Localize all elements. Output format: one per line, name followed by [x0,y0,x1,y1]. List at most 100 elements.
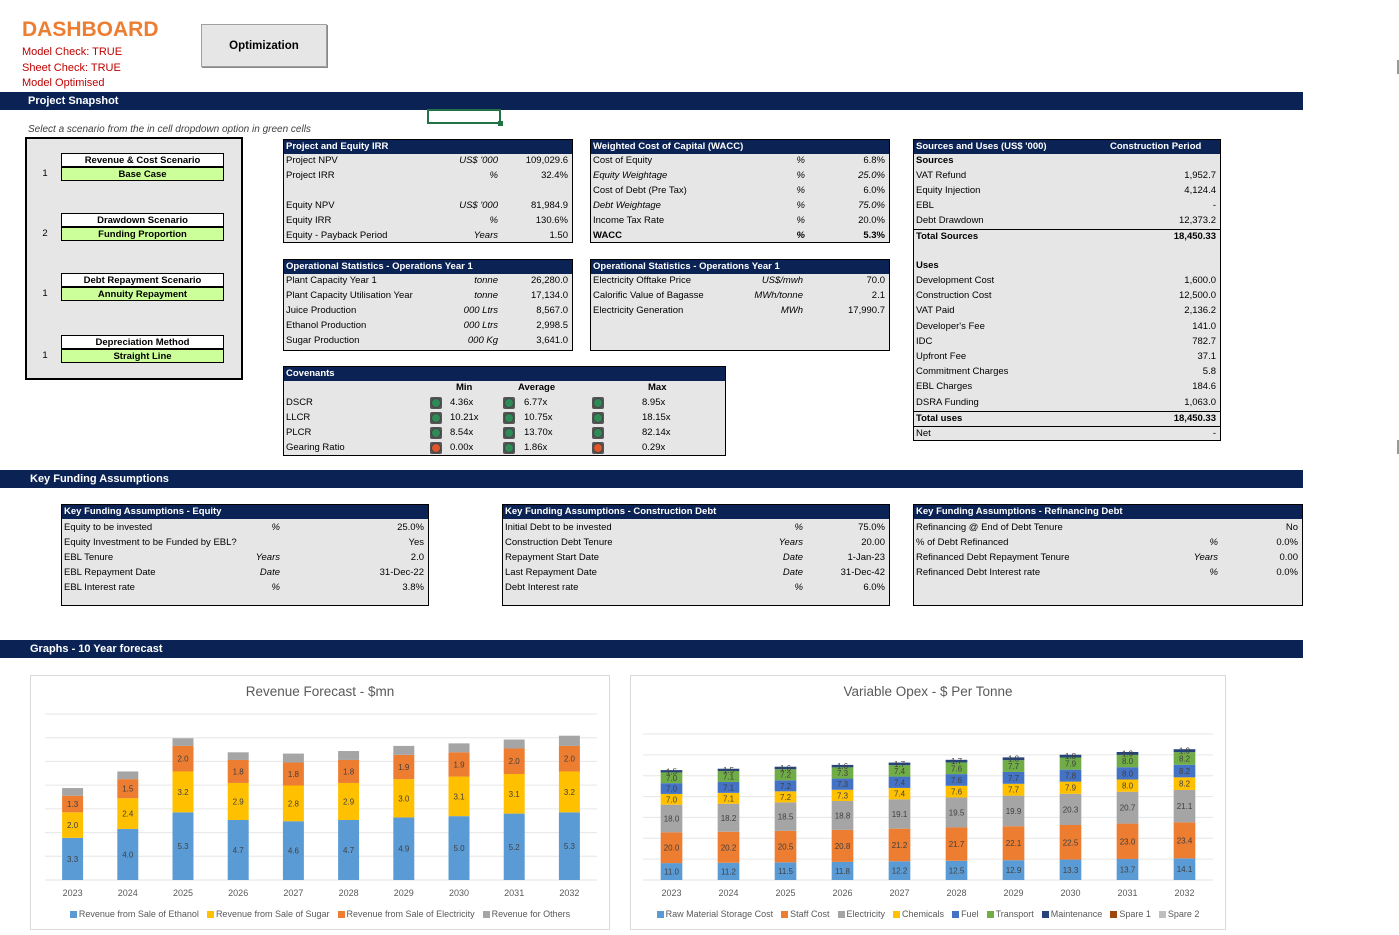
row-value: 32.4% [541,170,568,181]
bar-data-label: 3.1 [453,792,465,801]
bar-data-label: 8.0 [1122,782,1134,791]
row-label: Cost of Debt (Pre Tax) [593,185,687,196]
bar-segment [1002,760,1025,772]
legend-item: Fuel [952,909,979,919]
bar-data-label: 11.0 [664,868,680,877]
row-value: 141.0 [1192,320,1216,332]
scenario-hint: Select a scenario from the in cell dropd… [28,124,311,135]
x-tick-label: 2030 [449,888,469,898]
status-lamp-frame [430,397,442,409]
optimization-button[interactable]: Optimization [201,24,327,67]
covenant-avg: 13.70x [524,427,553,438]
status-lamp-frame [430,427,442,439]
bar-data-label: 23.0 [1120,837,1136,846]
row-value: 2,998.5 [536,320,568,331]
bar-data-label: 11.2 [721,867,737,876]
green-status-icon [431,398,441,408]
table-row: Plant Capacity Utilisation Year tonne 17,1… [284,289,572,303]
bar-data-label: 7.3 [837,769,849,778]
status-lamp-frame [592,412,604,424]
red-status-icon [431,443,441,453]
bar-segment [831,801,854,830]
sources-uses-panel: Sources and Uses (US$ '000) Construction… [913,139,1221,441]
bar-segment [1173,752,1196,765]
row-value: 31-Dec-42 [840,567,885,578]
row-label: Refinanced Debt Interest rate [916,567,1041,578]
bar-segment [1173,822,1196,859]
table-row: Juice Production 000 Ltrs 8,567.0 [284,304,572,318]
x-tick-label: 2027 [889,888,909,898]
table-row: Construction Debt Tenure Years 20.00 [503,536,889,550]
row-value: 17,134.0 [531,290,568,301]
bar-data-label: 8.2 [1179,780,1191,789]
legend-item: Chemicals [893,909,944,919]
green-status-icon [593,413,603,423]
row-unit: % [796,155,805,166]
row-label: Plant Capacity Utilisation Year [286,290,413,301]
x-tick-label: 2028 [339,888,359,898]
bar-data-label: 7.6 [951,788,963,797]
row-value: 2.0 [410,552,424,563]
legend-swatch [482,911,490,918]
bar-data-label: 3.1 [509,790,521,799]
table-row: VAT Refund 1,952.7 [914,169,1220,183]
legend-swatch [206,911,214,918]
col-average: Average [518,382,556,393]
row-label: EBL Charges [916,381,973,393]
scenario-dropdown[interactable]: Straight Line [61,349,224,363]
table-row: IDC 782.7 [914,335,1220,349]
bar-segment [888,799,911,829]
table-row: Developer's Fee 141.0 [914,320,1220,334]
bar-data-label: 7.6 [951,764,963,773]
bar-data-label: 21.7 [949,840,965,849]
row-label: DSRA Funding [916,396,979,408]
bar-segment [1059,754,1082,758]
bar-segment [282,785,304,822]
legend-item: Electricity [837,909,886,919]
ops-stats-1-title: Operational Statistics - Operations Year… [284,260,572,274]
bar-segment [338,819,360,880]
row-value: 3,641.0 [536,335,568,346]
row-unit: US$ '000 [459,200,498,211]
row-value: 26,280.0 [531,275,568,286]
scenario-dropdown[interactable]: Base Case [61,167,224,181]
bar-segment [1002,783,1025,796]
bar-data-label: 7.7 [1008,762,1020,771]
legend-swatch [837,911,845,918]
legend-label: Electricity [846,909,886,919]
row-unit: % [796,200,805,211]
scenario-dropdown[interactable]: Funding Proportion [61,227,224,241]
x-tick-label: 2023 [63,888,83,898]
bar-data-label: 1.9 [1122,749,1134,758]
row-label: Juice Production [286,305,357,316]
table-row: EBL Repayment Date Date 31-Dec-22 [62,566,428,580]
bar-segment [1173,777,1196,790]
bar-segment [1173,789,1196,823]
table-row: Cost of Equity% 6.8% [591,154,889,168]
bar-segment [1116,858,1139,880]
bar-data-label: 2.9 [233,797,245,806]
selected-cell[interactable] [427,109,503,126]
covenant-row: DSCR 4.36x 6.77x 8.95x [284,396,725,410]
row-value: 0.0% [1276,537,1298,548]
covenant-avg: 6.77x [524,397,548,408]
row-value: 1.50 [549,230,569,241]
row-label: Equity - Payback Period [286,230,388,241]
row-value: 6.8% [863,155,885,166]
scenario-label: Revenue & Cost Scenario [61,153,224,167]
scenario-dropdown[interactable]: Annuity Repayment [61,287,224,301]
bar-segment [172,745,194,772]
row-unit: tonne [474,290,498,301]
opex-chart-title: Variable Opex - $ Per Tonne [843,684,1013,699]
covenant-avg: 10.75x [524,412,553,423]
bar-data-label: 7.9 [1065,760,1077,769]
row-label: EBL Repayment Date [64,567,156,578]
table-row: Last Repayment Date Date 31-Dec-42 [503,566,889,580]
bar-data-label: 8.2 [1179,754,1191,763]
bar-segment [831,764,854,768]
bar-data-label: 18.2 [721,814,737,823]
row-label: Sugar Production [286,335,360,346]
revenue-chart: Revenue Forecast - $mn 3.3 2.0 1.3 2023 4.0 2… [30,675,610,930]
row-value: 1,063.0 [1184,396,1216,408]
revenue-chart-legend: Revenue from Sale of Ethanol Revenue from… [31,909,609,919]
